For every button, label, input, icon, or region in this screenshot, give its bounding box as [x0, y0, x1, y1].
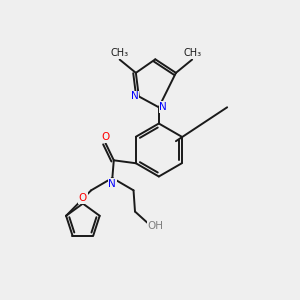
Text: OH: OH [148, 221, 164, 231]
Text: N: N [109, 179, 116, 189]
Text: N: N [159, 102, 167, 112]
Text: CH₃: CH₃ [110, 48, 128, 58]
Text: O: O [101, 132, 110, 142]
Text: O: O [79, 193, 87, 203]
Text: CH₃: CH₃ [184, 48, 202, 58]
Text: N: N [130, 92, 138, 101]
